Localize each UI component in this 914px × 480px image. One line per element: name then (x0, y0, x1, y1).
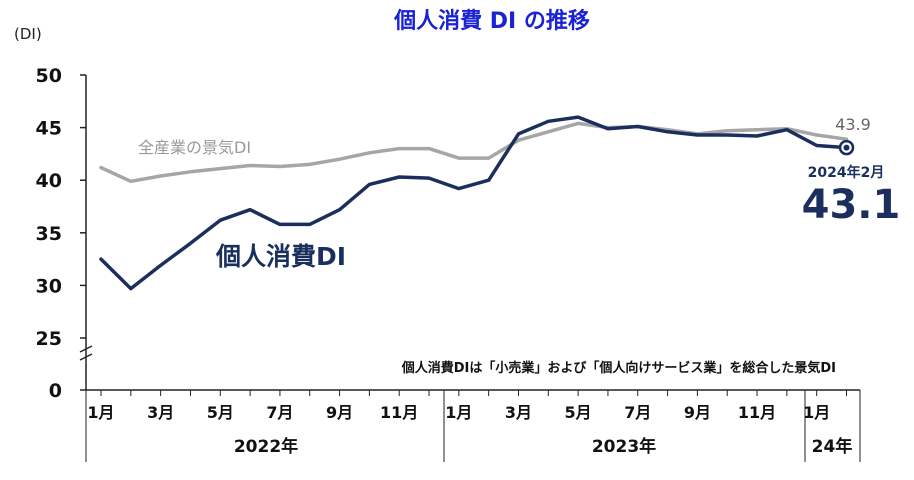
y-tick-label: 45 (36, 118, 62, 140)
year-label-2023: 2023年 (592, 436, 656, 457)
series-line-consumer (99, 115, 849, 291)
x-tick-label: 1月 (87, 403, 114, 422)
x-tick-label: 1月 (445, 403, 472, 422)
x-tick-label: 9月 (326, 403, 353, 422)
end-point-marker-inner (843, 144, 850, 151)
end-label-all-industry: 43.9 (835, 115, 871, 134)
y-tick-label: 40 (36, 170, 62, 192)
y-axis: 0 25 30 35 40 45 50 (36, 65, 93, 402)
series-line-all-industry (99, 121, 849, 184)
y-axis-break-mark (79, 345, 93, 361)
x-tick-group: 1月 3月 5月 7月 9月 11月 1月 3月 5月 7月 9月 11月 1月 (87, 390, 847, 422)
series-label-consumer: 個人消費DI (215, 242, 346, 271)
y-tick-label: 35 (36, 223, 62, 245)
x-tick-label: 7月 (266, 403, 293, 422)
x-tick-label: 3月 (147, 403, 174, 422)
series-label-all-industry: 全産業の景気DI (138, 138, 251, 157)
x-tick-label: 5月 (207, 403, 234, 422)
x-axis: 1月 3月 5月 7月 9月 11月 1月 3月 5月 7月 9月 11月 1月 2022年 2023年… (85, 389, 861, 462)
series-group (99, 115, 849, 291)
end-label-consumer-value: 43.1 (802, 182, 901, 228)
x-tick-label: 9月 (684, 403, 711, 422)
x-tick-label: 5月 (565, 403, 592, 422)
year-label-2022: 2022年 (234, 436, 298, 457)
x-tick-label: 7月 (624, 403, 651, 422)
y-tick-label: 25 (36, 328, 62, 350)
y-tick-label: 30 (36, 275, 62, 297)
y-tick-label: 0 (49, 380, 62, 402)
y-tick-group: 0 25 30 35 40 45 50 (36, 65, 93, 402)
year-label-2024: 24年 (812, 436, 853, 457)
end-label-date: 2024年2月 (808, 164, 885, 181)
chart-title: 個人消費 DI の推移 (393, 8, 590, 34)
x-tick-label: 11月 (738, 403, 776, 422)
x-tick-label: 11月 (380, 403, 418, 422)
y-tick-label: 50 (36, 65, 62, 87)
y-axis-unit: (DI) (14, 25, 42, 43)
x-tick-label: 1月 (803, 403, 830, 422)
x-tick-label: 3月 (505, 403, 532, 422)
annotation-note: 個人消費DIは「小売業」および「個人向けサービス業」を総合した景気DI (401, 360, 836, 376)
